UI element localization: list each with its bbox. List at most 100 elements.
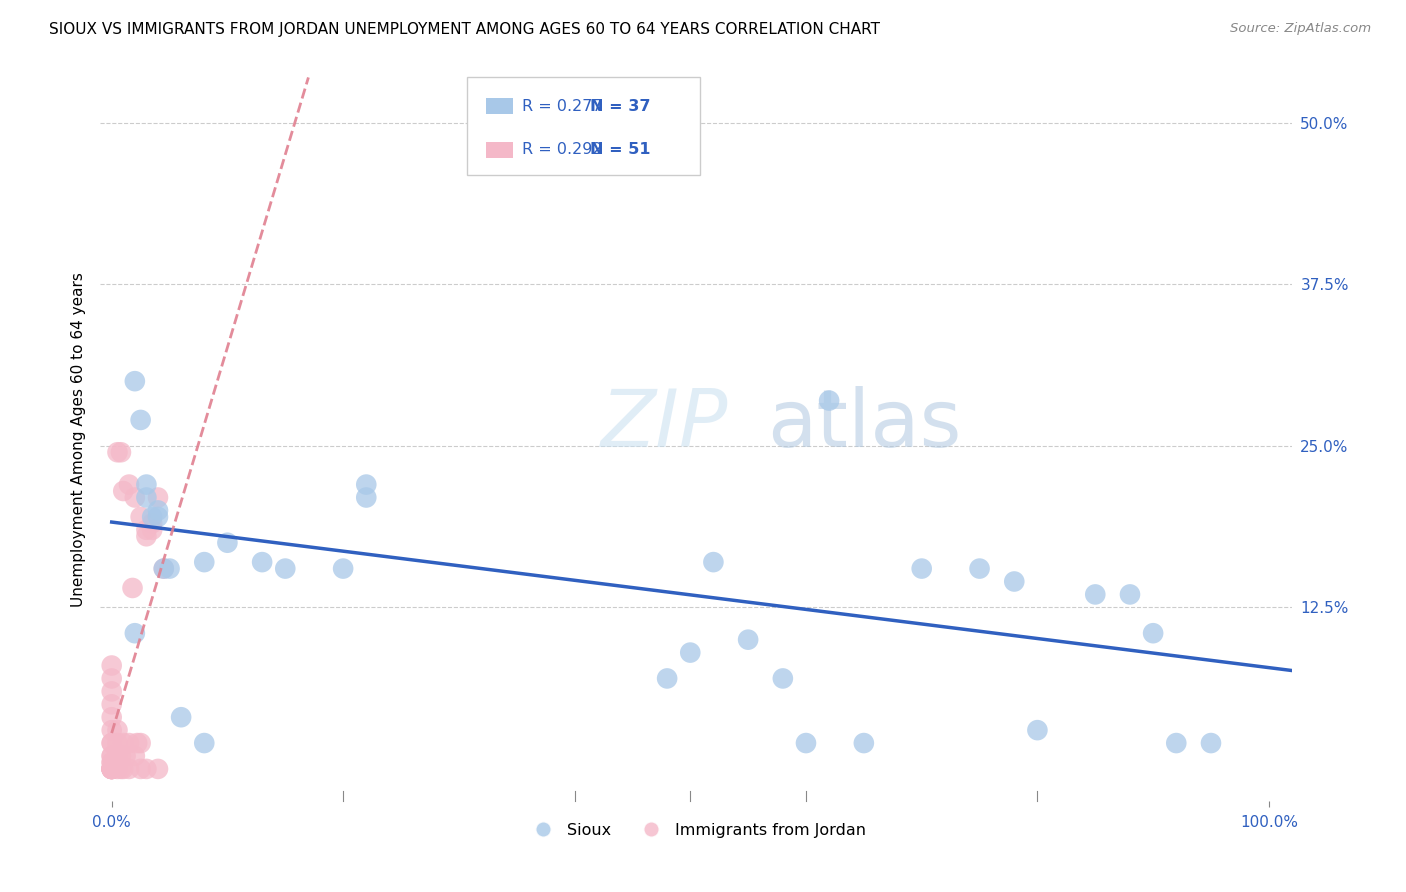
Point [1084,587,1107,601]
Point [135,762,157,776]
Text: atlas: atlas [768,386,962,464]
Point [193,555,215,569]
Point [146,491,169,505]
Point [107,736,129,750]
Point [794,736,817,750]
Text: N = 37: N = 37 [591,99,651,114]
Point [141,509,163,524]
Point [332,561,354,575]
Point [152,561,174,575]
Point [356,477,378,491]
Point [100,762,122,776]
Point [146,509,169,524]
Point [100,756,122,770]
Point [121,581,143,595]
Point [100,762,122,776]
Point [135,523,157,537]
Point [112,762,135,776]
Point [135,477,157,491]
Point [141,523,163,537]
Point [152,561,174,575]
Point [100,684,122,698]
Point [1199,736,1222,750]
Point [1166,736,1188,750]
Point [1026,723,1049,738]
Point [124,749,146,764]
Text: R = 0.277: R = 0.277 [522,99,603,114]
Point [100,723,122,738]
Point [118,736,141,750]
Y-axis label: Unemployment Among Ages 60 to 64 years: Unemployment Among Ages 60 to 64 years [72,272,86,607]
Point [100,710,122,724]
Point [737,632,759,647]
FancyBboxPatch shape [486,142,513,158]
Point [100,762,122,776]
Point [356,491,378,505]
Point [100,762,122,776]
Point [159,561,181,575]
Point [110,445,132,459]
Point [129,762,152,776]
Point [100,762,122,776]
Point [124,626,146,640]
Text: Source: ZipAtlas.com: Source: ZipAtlas.com [1230,22,1371,36]
Point [100,749,122,764]
Point [114,749,136,764]
Point [1142,626,1164,640]
Point [100,762,122,776]
Point [250,555,273,569]
Point [100,756,122,770]
Point [655,672,678,686]
Point [911,561,934,575]
Point [107,762,129,776]
Point [100,698,122,712]
Point [107,723,129,738]
Point [124,491,146,505]
Point [100,762,122,776]
Point [217,535,239,549]
FancyBboxPatch shape [467,78,700,175]
Point [135,491,157,505]
Point [141,516,163,531]
Point [118,477,141,491]
Point [100,762,122,776]
Point [107,445,129,459]
Point [118,762,141,776]
Point [100,749,122,764]
Point [818,393,841,408]
Point [129,736,152,750]
Point [100,658,122,673]
Point [107,756,129,770]
Point [129,509,152,524]
Point [146,762,169,776]
Point [969,561,991,575]
Point [146,503,169,517]
Point [124,374,146,388]
Text: SIOUX VS IMMIGRANTS FROM JORDAN UNEMPLOYMENT AMONG AGES 60 TO 64 YEARS CORRELATI: SIOUX VS IMMIGRANTS FROM JORDAN UNEMPLOY… [49,22,880,37]
Point [107,749,129,764]
Point [100,672,122,686]
Point [112,483,135,498]
Point [772,672,794,686]
Point [193,736,215,750]
Text: ZIP: ZIP [600,386,728,464]
Point [505,142,527,156]
Point [679,646,702,660]
Point [127,736,149,750]
Point [852,736,875,750]
Legend: Sioux, Immigrants from Jordan: Sioux, Immigrants from Jordan [520,816,872,844]
Point [274,561,297,575]
Point [129,413,152,427]
Point [100,736,122,750]
Point [702,555,724,569]
Text: R = 0.292: R = 0.292 [522,143,603,157]
Point [170,710,193,724]
Point [112,736,135,750]
Text: N = 51: N = 51 [591,143,651,157]
FancyBboxPatch shape [486,98,513,114]
Point [1002,574,1025,589]
Point [110,749,132,764]
Point [100,736,122,750]
Point [110,762,132,776]
Point [1119,587,1142,601]
